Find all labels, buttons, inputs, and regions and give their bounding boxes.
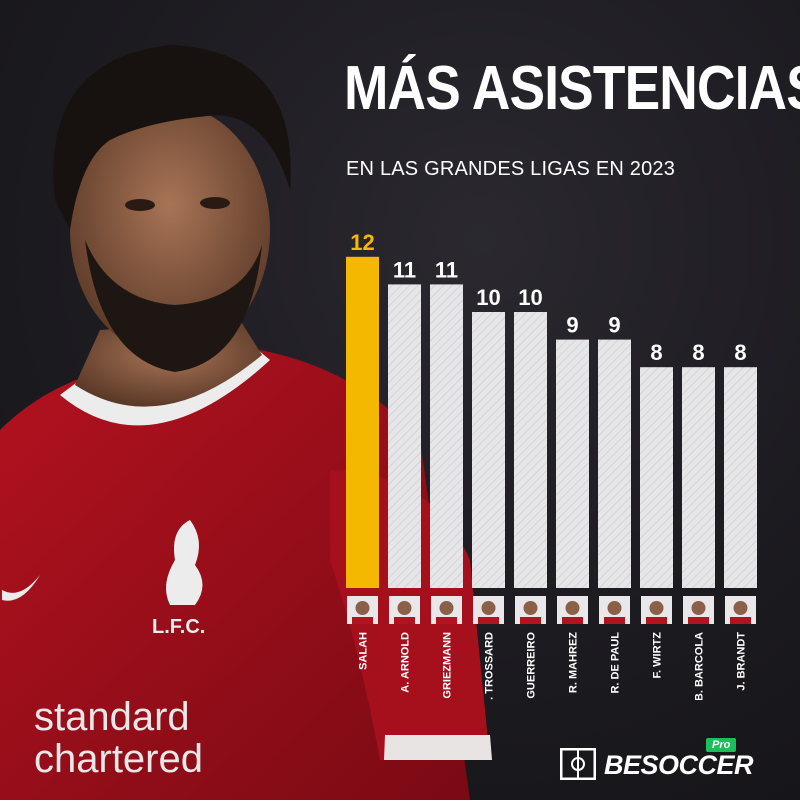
bar-griezmann bbox=[430, 284, 463, 588]
bar-value-label: 10 bbox=[476, 285, 500, 310]
player-name-label: R. DE PAUL bbox=[610, 632, 622, 694]
player-face bbox=[397, 601, 412, 615]
player-face bbox=[649, 601, 664, 615]
player-face bbox=[523, 601, 538, 615]
bar-b-barcola bbox=[682, 367, 715, 588]
player-kit bbox=[352, 617, 373, 624]
player-face bbox=[439, 601, 454, 615]
player-kit bbox=[478, 617, 499, 624]
bar-value-label: 9 bbox=[566, 313, 578, 338]
bar-chart: 12 SALAH 11 A. ARNOLD 11 GRIEZMANN 10 L. TROSSA… bbox=[346, 230, 757, 700]
bar-r-mahrez bbox=[556, 339, 589, 588]
sponsor-line-1: standard bbox=[34, 695, 190, 739]
bar-value-label: 11 bbox=[435, 257, 458, 282]
player-name-label: SALAH bbox=[358, 632, 370, 670]
bar-value-label: 8 bbox=[650, 340, 662, 365]
besoccer-logo: BESOCCER Pro bbox=[560, 738, 780, 788]
logo-text: BESOCCER bbox=[604, 750, 754, 780]
player-name-label: R. MAHREZ bbox=[568, 632, 580, 693]
bar-r-de-paul bbox=[598, 339, 631, 588]
bar-value-label: 11 bbox=[393, 257, 416, 282]
player-kit bbox=[730, 617, 751, 624]
player-kit bbox=[436, 617, 457, 624]
player-name-label: A. ARNOLD bbox=[400, 632, 412, 693]
player-face bbox=[355, 601, 370, 615]
player-name-label: F. WIRTZ bbox=[652, 632, 664, 679]
bar-value-label: 10 bbox=[518, 285, 542, 310]
player-kit bbox=[562, 617, 583, 624]
player-face bbox=[733, 601, 748, 615]
player-kit bbox=[646, 617, 667, 624]
bar-value-label: 12 bbox=[350, 230, 374, 255]
bar-salah bbox=[346, 256, 379, 588]
player-face bbox=[481, 601, 496, 615]
player-face bbox=[565, 601, 580, 615]
player-face bbox=[691, 601, 706, 615]
bar-value-label: 8 bbox=[734, 340, 746, 365]
player-name-label: R. GUERREIRO bbox=[526, 632, 538, 700]
bar-j-brandt bbox=[724, 367, 757, 588]
bar-value-label: 9 bbox=[608, 313, 620, 338]
crest-text: L.F.C. bbox=[152, 616, 205, 638]
bar-a-arnold bbox=[388, 284, 421, 588]
player-face bbox=[607, 601, 622, 615]
player-kit bbox=[520, 617, 541, 624]
player-name-label: B. BARCOLA bbox=[694, 632, 706, 700]
player-name-label: GRIEZMANN bbox=[442, 632, 454, 699]
bar-l-trossard bbox=[472, 312, 505, 588]
player-kit bbox=[394, 617, 415, 624]
player-name-label: J. BRANDT bbox=[736, 632, 748, 691]
bar-r-guerreiro bbox=[514, 312, 547, 588]
player-kit bbox=[688, 617, 709, 624]
player-name-label: L. TROSSARD bbox=[484, 632, 496, 700]
sponsor-line-2: chartered bbox=[34, 737, 203, 781]
chart-title: MÁS ASISTENCIAS bbox=[344, 54, 800, 123]
bar-value-label: 8 bbox=[692, 340, 704, 365]
pitch-icon bbox=[560, 748, 596, 780]
player-kit bbox=[604, 617, 625, 624]
bar-f-wirtz bbox=[640, 367, 673, 588]
logo-pro-badge: Pro bbox=[706, 738, 737, 752]
chart-subtitle: EN LAS GRANDES LIGAS EN 2023 bbox=[346, 158, 676, 180]
